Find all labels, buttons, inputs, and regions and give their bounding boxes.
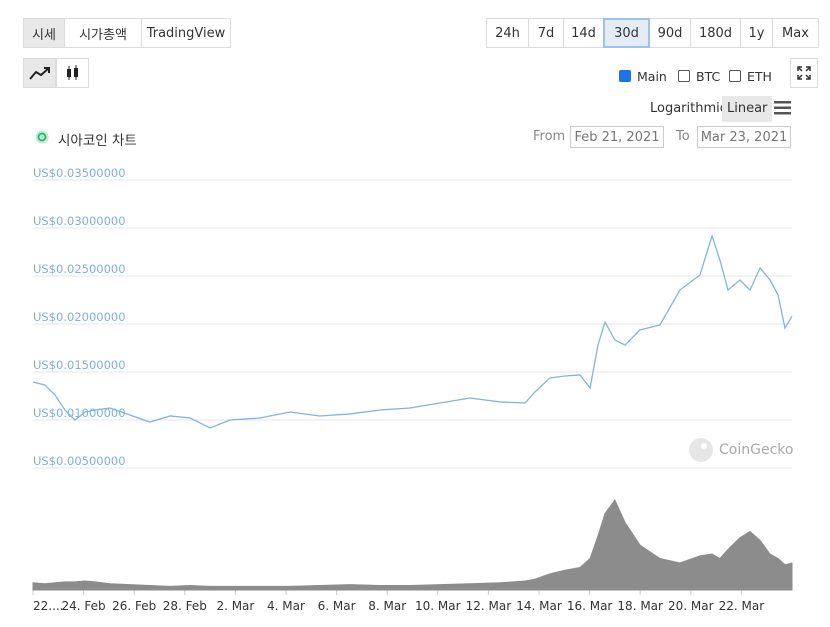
- candle-chart-button[interactable]: [56, 58, 89, 88]
- x-tick-label: 28. Feb: [163, 599, 207, 613]
- checkbox[interactable]: [619, 70, 631, 82]
- to-date[interactable]: Mar 23, 2021: [697, 126, 791, 148]
- candle-icon: [66, 65, 78, 80]
- tab-button[interactable]: 시세: [23, 18, 65, 48]
- checkbox-label[interactable]: Main: [637, 69, 667, 84]
- y-tick-label: US$0.02000000: [33, 310, 126, 324]
- line-icon: [28, 67, 50, 80]
- x-tick-label: 6. Mar: [318, 599, 356, 613]
- x-tick-label: 18. Mar: [617, 599, 663, 613]
- x-tick-label: 14. Mar: [516, 599, 562, 613]
- watermark-text: CoinGecko: [719, 442, 793, 458]
- range-button[interactable]: 90d: [649, 18, 691, 48]
- scale-button[interactable]: Logarithmic: [650, 101, 727, 116]
- line-chart-button[interactable]: [23, 58, 56, 88]
- x-tick-label: 20. Mar: [668, 599, 714, 613]
- price-line: [32, 233, 793, 429]
- range-button[interactable]: 180d: [690, 18, 741, 48]
- from-label: From: [533, 129, 566, 144]
- x-tick-label: 10. Mar: [415, 599, 461, 613]
- to-label: To: [676, 129, 690, 144]
- expand-icon: [797, 66, 811, 80]
- checkbox-label[interactable]: BTC: [696, 69, 721, 84]
- coin-icon: [35, 130, 49, 144]
- y-tick-label: US$0.02500000: [33, 262, 126, 276]
- fullscreen-button[interactable]: [790, 58, 818, 88]
- x-tick-label: 16. Mar: [567, 599, 613, 613]
- chart-title: 시아코인 차트: [58, 133, 137, 149]
- y-tick-label: US$0.00500000: [33, 454, 126, 468]
- y-tick-label: US$0.01500000: [33, 358, 126, 372]
- from-date[interactable]: Feb 21, 2021: [570, 126, 664, 148]
- tab-button[interactable]: 시가총액: [64, 18, 142, 48]
- watermark: CoinGecko: [689, 438, 793, 462]
- scale-button[interactable]: Linear: [722, 96, 773, 122]
- checkbox[interactable]: [678, 70, 690, 82]
- x-tick-label: 8. Mar: [368, 599, 406, 613]
- range-button[interactable]: 24h: [486, 18, 529, 48]
- range-button[interactable]: 30d: [603, 18, 650, 48]
- x-tick-label: 22....: [33, 599, 64, 613]
- range-button[interactable]: 7d: [528, 18, 564, 48]
- volume-area: [32, 499, 793, 591]
- x-tick-label: 26. Feb: [112, 599, 156, 613]
- y-tick-label: US$0.03000000: [33, 214, 126, 228]
- y-tick-label: US$0.03500000: [33, 166, 126, 180]
- x-tick-label: 22. Mar: [719, 599, 765, 613]
- menu-icon[interactable]: [774, 101, 792, 115]
- range-button[interactable]: Max: [772, 18, 819, 48]
- x-tick-label: 12. Mar: [466, 599, 512, 613]
- tab-button[interactable]: TradingView: [141, 18, 231, 48]
- checkbox[interactable]: [729, 70, 741, 82]
- x-tick-label: 24. Feb: [62, 599, 106, 613]
- range-button[interactable]: 14d: [563, 18, 604, 48]
- x-tick-label: 2. Mar: [216, 599, 254, 613]
- checkbox-label[interactable]: ETH: [747, 69, 772, 84]
- range-button[interactable]: 1y: [740, 18, 773, 48]
- x-tick-label: 4. Mar: [267, 599, 305, 613]
